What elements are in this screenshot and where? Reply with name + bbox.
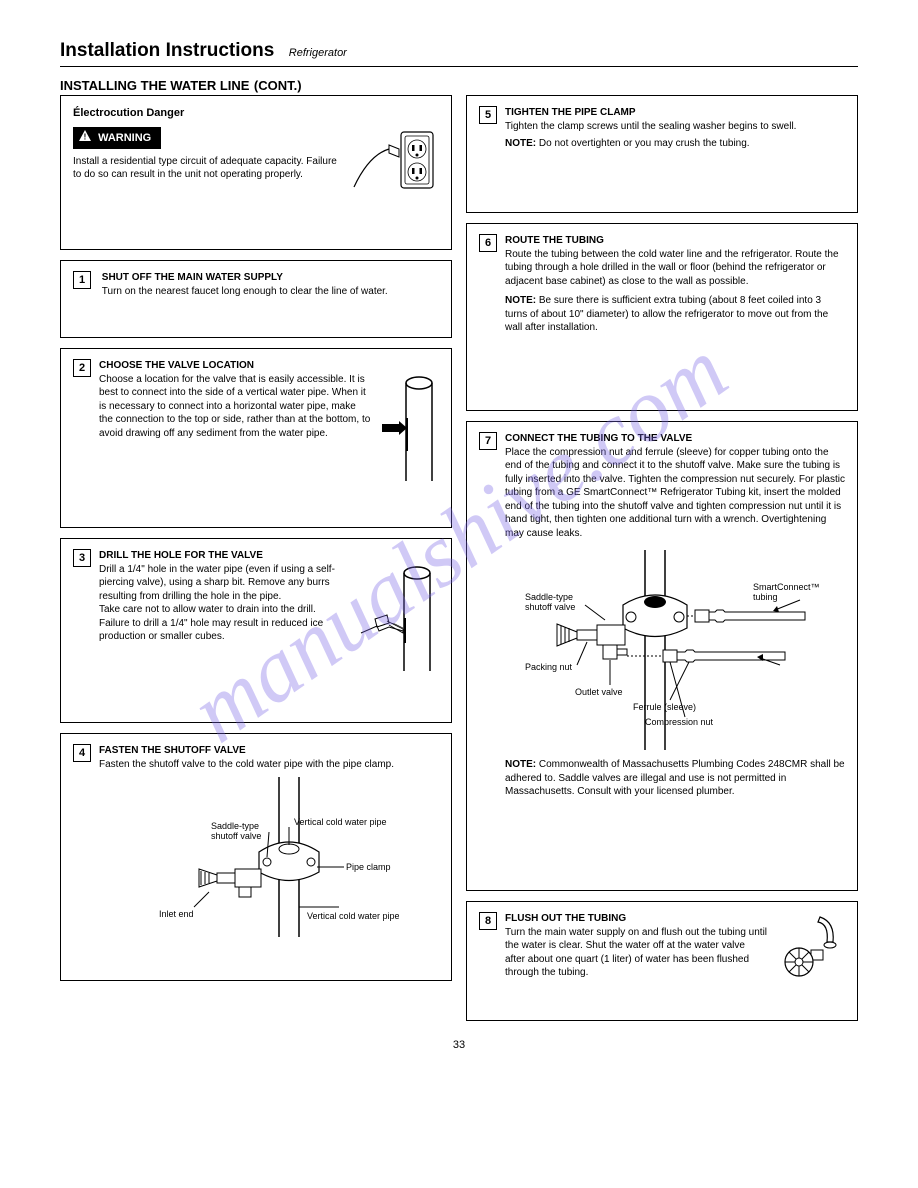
pipe-side-icon: [379, 373, 439, 488]
step-7-number: 7: [479, 432, 497, 450]
step-7-title: CONNECT THE TUBING TO THE VALVE: [505, 432, 845, 446]
step-3-box: 3 DRILL THE HOLE FOR THE VALVE Drill a 1…: [60, 538, 452, 723]
warning-body: Install a residential type circuit of ad…: [73, 155, 339, 182]
warning-label-bar: ! WARNING: [73, 127, 161, 149]
step-7-figure: Saddle-type shutoff valve Packing nut Ou…: [505, 550, 845, 750]
step4-label-c: Pipe clamp: [346, 862, 391, 872]
svg-text:shutoff valve: shutoff valve: [525, 602, 575, 612]
step-8-number: 8: [479, 912, 497, 930]
step-8-title: FLUSH OUT THE TUBING: [505, 912, 767, 926]
page-header: Installation Instructions Refrigerator: [60, 40, 858, 62]
step-7-box: 7 CONNECT THE TUBING TO THE VALVE Place …: [466, 421, 858, 891]
step-6-note-body: Be sure there is sufficient extra tubing…: [505, 295, 828, 333]
step-7-note-body: Commonwealth of Massachusetts Plumbing C…: [505, 759, 845, 797]
step4-label-d: Inlet end: [159, 909, 194, 919]
step-1-number: 1: [73, 271, 91, 289]
header-rule: [60, 66, 858, 67]
step-5-number: 5: [479, 106, 497, 124]
section-heading-text: INSTALLING THE WATER LINE: [60, 78, 249, 93]
step-3-body: Drill a 1/4" hole in the water pipe (eve…: [99, 563, 351, 678]
step-6-body: Route the tubing between the cold water …: [505, 248, 845, 289]
step-4-body: Fasten the shutoff valve to the cold wat…: [99, 758, 439, 772]
svg-text:shutoff valve: shutoff valve: [211, 831, 261, 841]
step-6-note-label: NOTE:: [505, 295, 536, 306]
svg-text:SmartConnect™: SmartConnect™: [753, 582, 820, 592]
svg-text:Vertical cold water pipe: Vertical cold water pipe: [307, 911, 399, 921]
faucet-valve-icon: [775, 912, 845, 997]
svg-text:Saddle-type: Saddle-type: [525, 592, 573, 602]
step-5-note-body: Do not overtighten or you may crush the …: [539, 138, 750, 149]
warning-label-text: WARNING: [98, 132, 151, 144]
shock-title: Électrocution Danger: [73, 106, 439, 121]
step-4-number: 4: [73, 744, 91, 762]
section-heading-cont: (CONT.): [254, 78, 302, 93]
section-heading: INSTALLING THE WATER LINE (CONT.): [60, 77, 858, 95]
step-2-box: 2 CHOOSE THE VALVE LOCATION Choose a loc…: [60, 348, 452, 528]
step-5-note-label: NOTE:: [505, 138, 536, 149]
step-1-body: Turn on the nearest faucet long enough t…: [102, 286, 388, 297]
step-2-title: CHOOSE THE VALVE LOCATION: [99, 359, 439, 373]
step-1-title: SHUT OFF THE MAIN WATER SUPPLY: [102, 272, 283, 283]
svg-text:Ferrule (sleeve): Ferrule (sleeve): [633, 702, 696, 712]
header-subtitle: Refrigerator: [289, 47, 347, 59]
step4-label-b: Vertical cold water pipe: [294, 817, 387, 827]
step-4-figure: Vertical cold water pipe Saddle-type shu…: [99, 777, 439, 937]
svg-text:Compression nut: Compression nut: [645, 717, 714, 727]
step-7-note-label: NOTE:: [505, 759, 536, 770]
step-2-body: Choose a location for the valve that is …: [99, 373, 371, 488]
svg-text:!: !: [84, 132, 87, 141]
step-5-body: Tighten the clamp screws until the seali…: [505, 120, 845, 134]
warning-triangle-icon: !: [79, 130, 91, 146]
step-6-title: ROUTE THE TUBING: [505, 234, 845, 248]
step-6-number: 6: [479, 234, 497, 252]
svg-text:Packing nut: Packing nut: [525, 662, 573, 672]
drill-pipe-icon: [359, 563, 439, 678]
step-5-box: 5 TIGHTEN THE PIPE CLAMP Tighten the cla…: [466, 95, 858, 213]
warning-box: Électrocution Danger ! WARNING Install a…: [60, 95, 452, 250]
header-title: Installation Instructions: [60, 40, 274, 61]
step-5-title: TIGHTEN THE PIPE CLAMP: [505, 106, 845, 120]
step-6-box: 6 ROUTE THE TUBING Route the tubing betw…: [466, 223, 858, 411]
step-7-body: Place the compression nut and ferrule (s…: [505, 446, 845, 541]
step4-label-a: Saddle-type: [211, 821, 259, 831]
right-column: 5 TIGHTEN THE PIPE CLAMP Tighten the cla…: [466, 95, 858, 1021]
step-8-box: 8 FLUSH OUT THE TUBING Turn the main wat…: [466, 901, 858, 1021]
page-number: 33: [60, 1039, 858, 1051]
step-1-box: 1 SHUT OFF THE MAIN WATER SUPPLY Turn on…: [60, 260, 452, 338]
outlet-plug-icon: [349, 127, 439, 202]
step-8-body: Turn the main water supply on and flush …: [505, 926, 767, 980]
svg-text:tubing: tubing: [753, 592, 778, 602]
step-4-title: FASTEN THE SHUTOFF VALVE: [99, 744, 439, 758]
step-3-title: DRILL THE HOLE FOR THE VALVE: [99, 549, 439, 563]
step-2-number: 2: [73, 359, 91, 377]
step-4-box: 4 FASTEN THE SHUTOFF VALVE Fasten the sh…: [60, 733, 452, 981]
svg-text:Outlet valve: Outlet valve: [575, 687, 623, 697]
step-3-number: 3: [73, 549, 91, 567]
left-column: Électrocution Danger ! WARNING Install a…: [60, 95, 452, 1021]
